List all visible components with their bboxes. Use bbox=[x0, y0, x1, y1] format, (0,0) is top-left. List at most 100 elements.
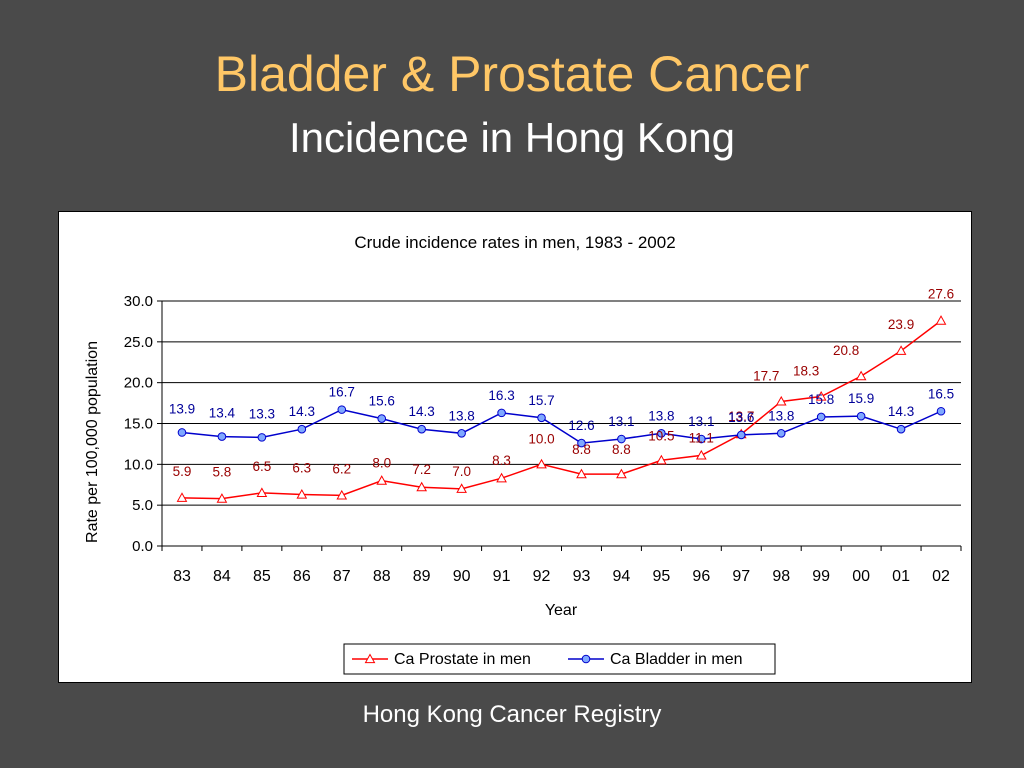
legend-box bbox=[343, 643, 776, 675]
x-tick-label: 89 bbox=[413, 568, 431, 585]
x-tick-label: 83 bbox=[173, 568, 191, 585]
data-label: 13.6 bbox=[728, 410, 754, 425]
legend-label: Ca Bladder in men bbox=[610, 651, 743, 668]
data-point bbox=[536, 458, 547, 469]
data-labels: 5.9 5.8 6.5 6.3 6.2 8.0 7.2 7.0 8.3 10.0 8.8 8.8 10.… bbox=[169, 287, 954, 480]
x-tick-label: 98 bbox=[772, 568, 790, 585]
y-tick-label: 25.0 bbox=[124, 334, 153, 351]
data-point bbox=[895, 345, 907, 355]
data-point bbox=[457, 429, 466, 438]
data-point bbox=[697, 434, 706, 444]
x-tick-label: 97 bbox=[732, 568, 750, 585]
data-point bbox=[816, 412, 826, 422]
data-point bbox=[256, 487, 268, 498]
x-tick-label: 96 bbox=[692, 568, 710, 585]
data-label: 13.9 bbox=[169, 401, 195, 416]
data-label: 13.8 bbox=[448, 408, 474, 423]
data-label: 6.2 bbox=[332, 461, 351, 476]
x-tick-label: 92 bbox=[533, 568, 551, 585]
data-point bbox=[176, 492, 188, 502]
data-label: 23.9 bbox=[888, 317, 914, 332]
data-label: 16.3 bbox=[488, 388, 514, 403]
data-point bbox=[855, 370, 867, 381]
data-point bbox=[936, 406, 946, 416]
data-label: 14.3 bbox=[289, 404, 315, 419]
data-label: 27.6 bbox=[928, 287, 954, 302]
data-point bbox=[336, 489, 348, 500]
data-label: 6.5 bbox=[252, 459, 271, 474]
data-point bbox=[417, 424, 426, 434]
y-tick-label: 30.0 bbox=[124, 293, 153, 310]
y-tick-label: 0.0 bbox=[132, 538, 153, 555]
data-label: 5.9 bbox=[173, 464, 192, 479]
legend-marker bbox=[581, 654, 591, 664]
data-point bbox=[695, 449, 707, 460]
grid-lines bbox=[162, 300, 961, 506]
data-point bbox=[416, 481, 428, 492]
legend-marker bbox=[364, 653, 376, 664]
data-label: 14.3 bbox=[888, 404, 914, 419]
data-point bbox=[376, 475, 388, 485]
x-tick-label: 95 bbox=[652, 568, 670, 585]
x-tick-label: 86 bbox=[293, 568, 311, 585]
chart-title: Crude incidence rates in men, 1983 - 200… bbox=[354, 233, 675, 252]
x-tick-label: 94 bbox=[613, 568, 631, 585]
data-point bbox=[537, 413, 546, 423]
slide-subtitle: Incidence in Hong Kong bbox=[289, 114, 735, 161]
x-tick-label: 00 bbox=[852, 568, 870, 585]
data-label: 13.8 bbox=[648, 408, 674, 423]
data-label: 13.3 bbox=[249, 406, 275, 421]
x-tick-label: 93 bbox=[573, 568, 591, 585]
data-point bbox=[296, 489, 308, 499]
series-line-2 bbox=[181, 408, 942, 444]
data-point bbox=[736, 430, 746, 440]
data-point bbox=[776, 429, 786, 438]
data-point bbox=[377, 414, 387, 423]
data-label: 15.9 bbox=[848, 391, 874, 406]
data-label: 15.6 bbox=[369, 394, 395, 409]
data-point bbox=[337, 405, 347, 414]
x-tick-label: 84 bbox=[213, 568, 231, 585]
line-chart: Crude incidence rates in men, 1983 - 200… bbox=[84, 233, 962, 675]
data-label: 13.1 bbox=[688, 414, 714, 429]
legend-label: Ca Prostate in men bbox=[394, 651, 531, 668]
data-point bbox=[935, 315, 947, 325]
data-point bbox=[257, 433, 267, 442]
data-point bbox=[616, 468, 627, 479]
data-label: 12.6 bbox=[568, 418, 594, 433]
y-tick-label: 20.0 bbox=[124, 375, 153, 392]
data-point bbox=[815, 391, 827, 401]
x-tick-label: 91 bbox=[493, 568, 511, 585]
slide-title: Bladder & Prostate Cancer bbox=[214, 46, 810, 102]
data-point bbox=[177, 428, 187, 437]
data-label: 6.3 bbox=[292, 461, 311, 476]
data-point bbox=[896, 424, 906, 434]
data-label: 8.8 bbox=[572, 442, 591, 457]
y-tick-label: 10.0 bbox=[124, 456, 153, 473]
data-label: 17.7 bbox=[753, 368, 779, 383]
data-label: 13.4 bbox=[209, 406, 236, 421]
y-tick-label: 15.0 bbox=[124, 416, 153, 433]
source-footer: Hong Kong Cancer Registry bbox=[362, 701, 662, 728]
data-point bbox=[216, 493, 228, 503]
data-label: 7.0 bbox=[452, 464, 471, 479]
data-point bbox=[297, 424, 307, 434]
data-label: 15.8 bbox=[808, 392, 834, 407]
data-point bbox=[456, 483, 467, 493]
data-point bbox=[617, 434, 626, 444]
data-label: 5.8 bbox=[213, 465, 232, 480]
x-tick-label: 01 bbox=[892, 568, 910, 585]
x-axis-label: Year bbox=[545, 602, 578, 619]
data-label: 13.8 bbox=[768, 408, 794, 423]
data-label: 7.2 bbox=[412, 462, 431, 477]
chart-container: Crude incidence rates in men, 1983 - 200… bbox=[58, 211, 972, 683]
x-tick-label: 90 bbox=[453, 568, 471, 585]
data-label: 16.5 bbox=[928, 386, 954, 401]
data-point bbox=[497, 408, 506, 418]
data-point bbox=[217, 432, 227, 441]
data-label: 18.3 bbox=[793, 364, 819, 379]
series-lines bbox=[176, 315, 947, 503]
x-tick-label: 99 bbox=[812, 568, 830, 585]
data-label: 10.0 bbox=[528, 431, 554, 446]
data-label: 8.0 bbox=[372, 456, 391, 471]
